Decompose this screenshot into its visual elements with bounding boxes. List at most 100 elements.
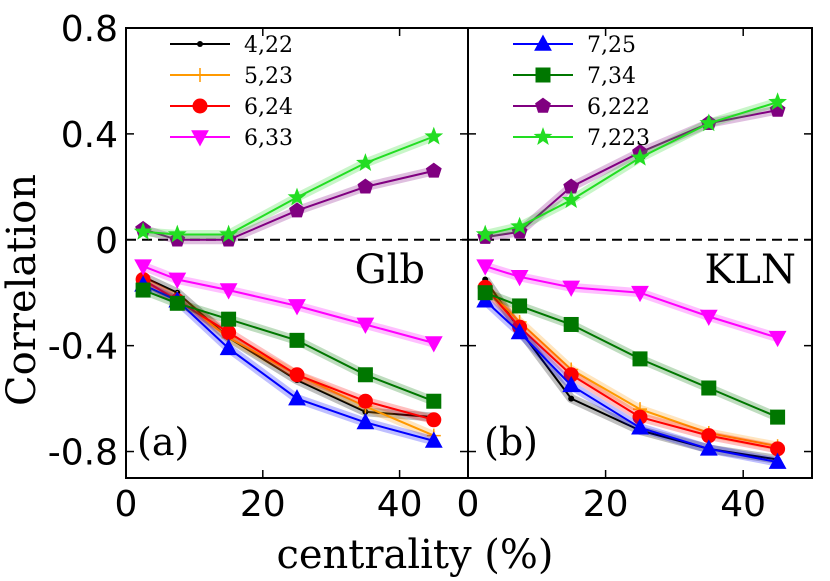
data-point — [768, 452, 787, 469]
data-point — [477, 285, 493, 301]
data-point — [510, 216, 529, 235]
legend-entry-7-25: 7,25 — [513, 33, 636, 58]
data-point — [134, 259, 152, 276]
model-label: Glb — [355, 247, 425, 293]
legend-marker — [535, 67, 551, 83]
data-point — [426, 393, 442, 409]
series-7-25 — [476, 291, 787, 469]
panel-label: (a) — [137, 420, 189, 464]
series-6-33 — [476, 259, 787, 348]
data-point — [631, 418, 649, 435]
data-point — [563, 316, 579, 332]
y-tick-label: 0.4 — [61, 115, 118, 156]
legend-marker — [197, 41, 203, 47]
legend-label: 6,33 — [244, 126, 293, 151]
series-line — [142, 275, 434, 419]
data-point — [768, 92, 787, 111]
legend-entry-7-34: 7,34 — [513, 64, 636, 89]
x-tick-label: 40 — [377, 484, 423, 525]
panel--b-: 0 20 40 7,25 7,34 6,222 7,223 KLN (b) — [457, 27, 813, 525]
data-point — [169, 295, 185, 311]
legend-entry-5-23: 5,23 — [170, 64, 293, 89]
data-point — [168, 272, 187, 289]
legend-label: 5,23 — [244, 64, 293, 89]
data-point — [288, 299, 306, 316]
series-7-34 — [477, 285, 786, 425]
data-point — [289, 332, 305, 348]
y-tick-label: -0.8 — [48, 433, 118, 474]
data-point — [512, 298, 528, 314]
series-line — [484, 101, 778, 236]
series-line — [484, 286, 778, 450]
series-line — [484, 299, 778, 464]
data-point — [357, 367, 373, 383]
legend-entry-6-33: 6,33 — [170, 126, 293, 151]
data-point — [357, 178, 374, 194]
y-axis-label: Correlation — [0, 174, 45, 406]
data-point — [510, 270, 529, 287]
legend-entry-4-22: 4,22 — [170, 33, 293, 58]
data-point — [289, 202, 305, 218]
y-tick-label: 0 — [95, 221, 118, 262]
legend-marker — [192, 98, 208, 114]
data-point — [476, 259, 495, 276]
plot-frame — [467, 27, 813, 479]
series-line — [142, 281, 435, 437]
x-tick-label: 20 — [240, 484, 286, 525]
data-point — [135, 282, 151, 298]
data-point — [425, 162, 442, 178]
data-point — [357, 393, 373, 409]
panel--a-: 0 20 40 0.8 0.4 0 -0.4 -0.8 4,22 5,23 6,24 6,33 Glb (… — [48, 9, 469, 525]
legend-marker — [193, 68, 207, 82]
x-tick-label: 0 — [457, 484, 480, 525]
data-point — [424, 126, 444, 145]
series-7-223 — [133, 126, 444, 243]
data-point — [632, 351, 648, 367]
data-point — [562, 280, 581, 297]
x-tick-label: 40 — [720, 484, 766, 525]
legend-label: 4,22 — [244, 33, 293, 58]
legend-entry-6-222: 6,222 — [513, 95, 650, 120]
data-point — [768, 330, 787, 348]
data-point — [568, 395, 575, 402]
legend: 7,25 7,34 6,222 7,223 — [513, 33, 650, 151]
legend-marker — [191, 130, 209, 147]
data-point — [424, 336, 443, 353]
data-point — [356, 412, 375, 430]
series-6-33 — [134, 259, 443, 353]
series-line — [484, 286, 778, 448]
legend-label: 6,24 — [244, 95, 293, 120]
x-axis-label: centrality (%) — [276, 532, 553, 578]
panel-label: (b) — [484, 420, 538, 464]
legend-entry-7-223: 7,223 — [513, 126, 650, 151]
legend-label: 7,34 — [587, 64, 636, 89]
data-point — [221, 324, 237, 340]
data-point — [288, 389, 306, 406]
data-point — [219, 283, 238, 300]
data-point — [701, 380, 717, 396]
legend-entry-6-24: 6,24 — [170, 95, 293, 120]
data-point — [699, 439, 718, 456]
legend-label: 7,223 — [587, 126, 650, 151]
data-point — [287, 187, 307, 206]
x-tick-label: 20 — [583, 484, 629, 525]
data-point — [289, 367, 305, 383]
legend-label: 7,25 — [587, 33, 636, 58]
data-point — [561, 190, 581, 209]
legend-label: 6,222 — [587, 95, 650, 120]
data-point — [219, 224, 238, 243]
x-tick-label: 0 — [115, 484, 138, 525]
data-point — [699, 309, 718, 326]
data-point — [356, 153, 375, 171]
legend-marker — [533, 127, 553, 145]
data-point — [475, 224, 495, 243]
legend-marker — [534, 34, 552, 51]
data-point — [770, 409, 786, 425]
data-point — [221, 311, 237, 327]
y-tick-label: 0.8 — [61, 9, 118, 50]
series-7-34 — [135, 282, 442, 409]
data-point — [356, 317, 375, 334]
data-point — [219, 338, 238, 356]
data-point — [424, 431, 443, 448]
